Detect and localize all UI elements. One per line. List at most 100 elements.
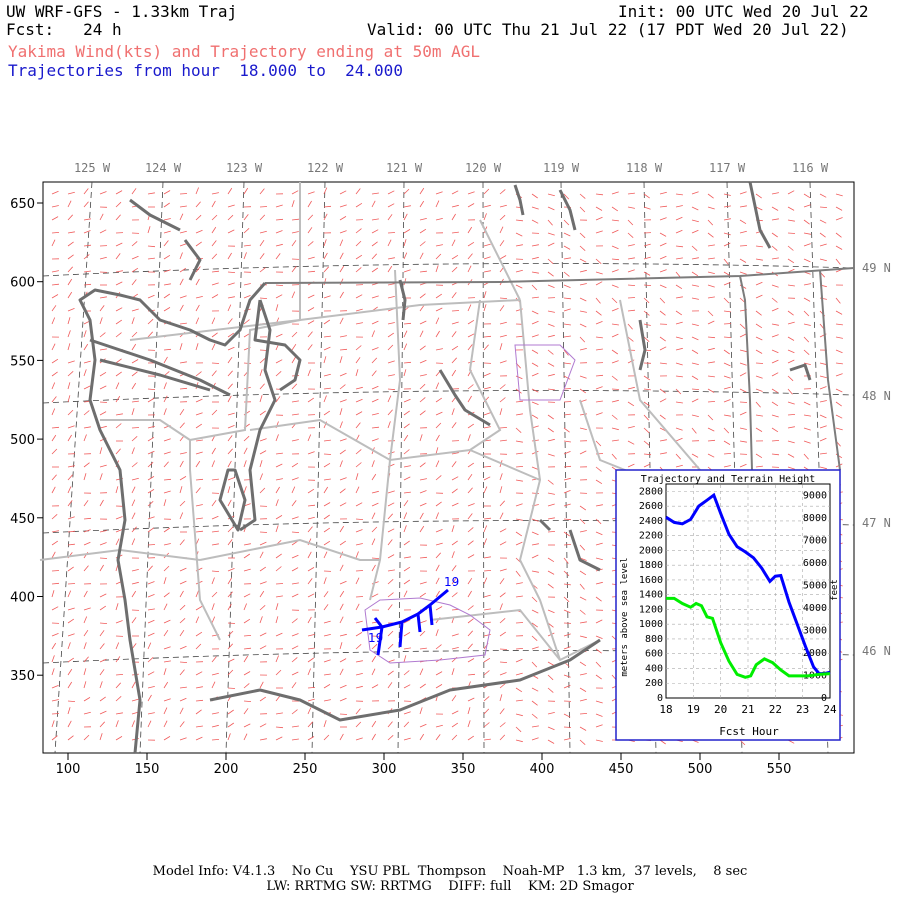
wind-barb [259,253,265,260]
wind-barb [467,618,474,624]
wind-barb [147,398,155,403]
wind-barb [355,644,362,650]
inset-y-left-tick: 2600 [639,501,663,512]
wind-barb [339,502,347,507]
wind-barb [291,439,299,442]
wind-barb [227,282,235,286]
wind-barb [515,452,523,455]
wind-barb [483,738,491,741]
wind-barb [371,192,379,195]
wind-barb [579,375,587,379]
wind-barb [147,501,154,507]
wind-barb [771,284,779,288]
wind-barb [371,330,375,338]
wind-barb [563,633,571,637]
wind-barb [387,735,394,741]
wind-barb [435,724,443,728]
wind-barb [515,232,523,237]
wind-barb [131,526,137,533]
wind-barb [307,647,315,650]
wind-barb [67,200,72,208]
wind-barb [835,232,842,238]
wind-barb [211,409,218,416]
wind-barb [131,720,135,728]
wind-barb [499,486,503,494]
wind-barb [627,244,635,247]
wind-barb [835,323,843,326]
wind-barb [403,711,411,715]
wind-barb [147,388,156,390]
wind-barb [371,512,376,520]
x-tick-label: 350 [451,762,476,777]
x-tick-label: 250 [293,762,318,777]
wind-barb [99,305,105,312]
wind-barb [611,206,619,212]
wind-barb [243,435,250,442]
wind-barb [403,540,410,546]
wind-barb [291,540,299,546]
wind-barb [371,295,379,299]
wind-barb [51,343,56,351]
longitude-label: 117 W [709,161,746,175]
wind-barb [323,720,327,728]
wind-barb [131,317,135,325]
wind-barb [147,544,156,546]
wind-barb [435,200,440,208]
valid-time: Valid: 00 UTC Thu 21 Jul 22 (17 PDT Wed … [367,20,849,39]
wind-barb [435,734,441,741]
wind-barb [179,205,187,208]
meridian-line [560,181,571,754]
wind-barb [67,278,73,286]
inset-y-right-tick: 3000 [803,626,827,637]
wind-barb [163,646,171,650]
wind-barb [771,372,779,377]
wind-barb [323,527,331,533]
wind-barb [371,320,379,325]
inset-y-left-ticks: 2800260024002200200018001600140012001000… [639,486,663,704]
wind-barb [835,362,843,365]
wind-barb [803,453,809,460]
wind-barb [243,568,251,572]
wind-barb [467,333,475,338]
wind-barb [531,725,539,728]
wind-barb [467,473,473,481]
wind-barb [275,515,283,520]
wind-barb [723,323,732,325]
wind-barb [387,604,393,611]
wind-barb [371,655,377,663]
wind-barb [355,685,363,689]
wind-barb [339,265,345,273]
wind-barb [83,656,89,663]
wind-barb [371,398,379,403]
wind-barb [51,540,59,546]
wind-barb [451,551,455,559]
inset-y-right-tick: 2000 [803,648,827,659]
wind-barb [595,281,603,286]
wind-barb [771,245,778,251]
x-axis-ticks: 100 150 200 250 300 350 400 450 500 550 [56,753,791,777]
wind-barb [627,359,635,364]
wind-barb [147,318,154,325]
wind-barb [195,266,201,273]
inset-y-left-tick: 1800 [639,560,663,571]
wind-barb [67,607,75,611]
wind-barb [499,226,504,234]
wind-barb [627,206,635,209]
wind-barb [547,414,554,420]
wind-barb [163,592,170,598]
wind-barb [291,657,298,663]
wind-barb [83,343,89,351]
wind-barb [659,439,667,442]
wind-barb [451,461,457,468]
wind-barb [83,668,87,676]
wind-barb [291,190,299,195]
wind-barb [675,362,683,366]
wind-barb [611,453,617,460]
state-borders [264,267,855,471]
wind-barb [787,310,794,316]
wind-barb [547,674,554,681]
wind-barb [99,191,107,195]
wind-barb [499,189,506,195]
wind-barb [259,487,266,494]
wind-barb [611,323,619,326]
